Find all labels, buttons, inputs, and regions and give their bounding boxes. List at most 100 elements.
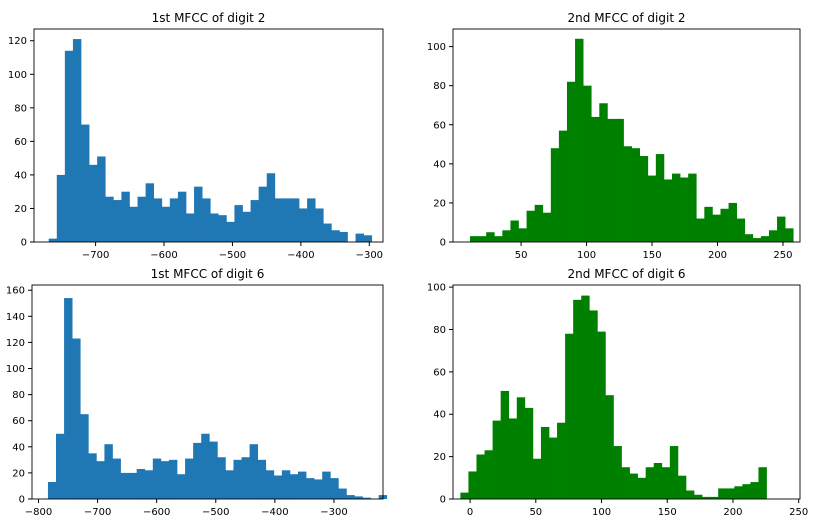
histogram-bar [290, 198, 300, 242]
y-tick-label: 120 [8, 36, 27, 47]
histogram-bar [460, 492, 469, 499]
histogram-bar [573, 299, 582, 499]
histogram-bar [583, 85, 592, 242]
histogram-bar [355, 233, 364, 242]
histogram-bar [777, 216, 786, 242]
histogram-bar [136, 468, 146, 499]
histogram-bar [258, 186, 268, 242]
histogram-bar [557, 422, 566, 499]
x-axis: 0 50 100 150 200 250 [467, 499, 808, 518]
histogram-bar [718, 488, 727, 499]
x-axis: −800 −700 −600 −500 −400 −300 [25, 499, 348, 518]
histogram-bar [226, 221, 235, 242]
x-tick-label: −400 [261, 507, 288, 518]
histogram-bar [72, 338, 81, 499]
chart-title: 2nd MFCC of digit 6 [568, 267, 686, 281]
histogram-bar [233, 459, 242, 499]
histogram-bar [210, 213, 219, 242]
histogram-bar [478, 236, 487, 242]
chart-title: 1st MFCC of digit 2 [152, 11, 266, 25]
histogram-bar [56, 433, 65, 499]
y-tick-label: 0 [440, 495, 446, 506]
histogram-bar [629, 473, 638, 499]
histogram-bar [470, 236, 479, 242]
y-axis: 0 20 40 60 80 100 120 [8, 36, 34, 249]
y-tick-label: 80 [14, 103, 27, 114]
subplot-2nd-mfcc-digit-2: 2nd MFCC of digit 2 0 20 40 60 80 100 50 100 15… [427, 11, 801, 261]
histogram-bar [639, 156, 649, 242]
histogram-bar [202, 198, 211, 242]
histogram-bar [56, 174, 66, 242]
histogram-bar [548, 437, 558, 499]
histogram-bar [750, 482, 759, 499]
histogram-bar [728, 202, 737, 242]
histogram-bar [494, 236, 503, 242]
x-tick-label: −400 [287, 250, 314, 261]
histogram-bar [661, 467, 671, 499]
y-tick-label: 40 [433, 159, 446, 170]
x-tick-label: −500 [219, 250, 246, 261]
histogram-bar [168, 459, 178, 499]
histogram-bar [96, 461, 105, 499]
x-tick-label: 250 [773, 250, 792, 261]
histogram-bar [508, 418, 518, 499]
histogram-bar [218, 215, 227, 242]
y-tick-label: 20 [433, 198, 446, 209]
histogram-bar [736, 218, 746, 242]
histogram-bar [88, 453, 97, 499]
histogram-bar [339, 231, 348, 242]
histogram-bar [655, 154, 665, 242]
histogram-bar [112, 458, 121, 499]
plot-frame [33, 28, 384, 243]
histogram-bar [338, 488, 347, 499]
histogram-bar [185, 458, 194, 499]
x-axis: 50 100 150 200 250 [515, 242, 793, 261]
histogram-bar [104, 444, 113, 499]
histogram-bar [225, 470, 234, 499]
histogram-bar [653, 462, 663, 499]
histogram-bar [742, 484, 751, 499]
x-tick-label: −700 [84, 507, 111, 518]
y-tick-label: 80 [433, 325, 446, 336]
histogram-bar [605, 395, 614, 499]
histogram-bar [152, 458, 162, 499]
histogram-bar [663, 179, 673, 242]
histogram-bar [234, 205, 243, 242]
y-tick-label: 40 [14, 170, 27, 181]
histogram-bar [266, 173, 276, 242]
y-tick-label: 100 [6, 364, 25, 375]
x-tick-label: −500 [202, 507, 229, 518]
bars [48, 39, 373, 243]
histogram-bar [281, 470, 291, 499]
histogram-bar [346, 495, 355, 499]
y-tick-label: 60 [14, 137, 27, 148]
histogram-bar [550, 148, 560, 242]
histogram-bar [323, 223, 332, 242]
subplot-2nd-mfcc-digit-6: 2nd MFCC of digit 6 0 20 40 60 80 100 0 50 100 1… [427, 267, 808, 518]
histogram-bar [720, 208, 729, 242]
histogram-bar [526, 210, 536, 242]
histogram-bar [647, 175, 657, 242]
histogram-bar [307, 198, 316, 242]
histogram-bar [591, 116, 600, 242]
x-tick-label: 200 [723, 507, 742, 518]
histogram-bar [242, 211, 251, 242]
histogram-bar [48, 238, 58, 242]
histogram-bar [161, 206, 171, 242]
histogram-bar [153, 198, 163, 242]
histogram-bar [64, 298, 73, 499]
histogram-bar [241, 457, 250, 499]
histogram-bar [177, 191, 187, 242]
histogram-bar [363, 235, 373, 242]
histogram-bar [631, 148, 641, 242]
histogram-bar [486, 232, 495, 242]
histogram-bar [257, 459, 267, 499]
y-tick-label: 100 [427, 42, 446, 53]
x-tick-label: 0 [467, 507, 473, 518]
bars [470, 38, 794, 242]
y-tick-label: 100 [8, 70, 27, 81]
histogram-bar [209, 441, 218, 499]
histogram-bar [81, 124, 90, 242]
x-tick-label: −600 [143, 507, 170, 518]
